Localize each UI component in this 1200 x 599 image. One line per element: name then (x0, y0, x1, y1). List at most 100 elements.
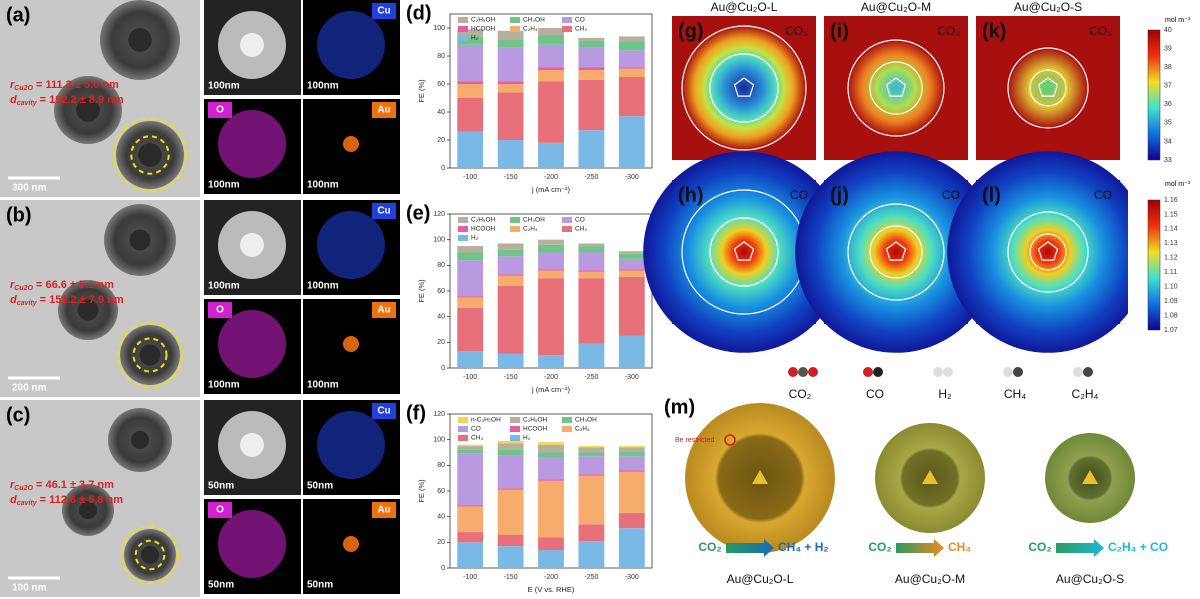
bar-segment (538, 550, 564, 568)
legend-swatch (458, 35, 468, 41)
element-label: O (216, 505, 224, 516)
bar-segment (497, 353, 524, 368)
eds-particle (343, 536, 359, 552)
x-tick-label: -300 (625, 574, 639, 581)
legend-label: CH₄ (575, 226, 587, 233)
element-tag (372, 203, 396, 219)
legend-swatch (562, 217, 572, 223)
x-tick-label: -100 (463, 374, 477, 381)
bar-segment (457, 444, 484, 447)
legend-label: CH₄ (575, 26, 587, 33)
scale-label: 300 nm (12, 183, 47, 194)
bar-segment (538, 244, 564, 253)
divider (1128, 0, 1200, 370)
eds-particle (317, 411, 385, 479)
map-field (682, 26, 806, 150)
x-axis-label: j (mA cm⁻²) (531, 385, 571, 394)
legend-swatch (510, 435, 520, 441)
colorbar-tick-label: 36 (1164, 101, 1172, 108)
subscript: cavity (17, 100, 38, 107)
bar-segment (497, 30, 524, 40)
colorbar-tick-label: 40 (1164, 27, 1172, 34)
molecule-label: C₂H₄ (1072, 387, 1099, 401)
element-tag (208, 302, 232, 318)
core (1037, 77, 1059, 97)
y-tick-label: 60 (437, 288, 445, 295)
ring (869, 61, 923, 115)
eds-particle (218, 110, 286, 178)
legend-label: C₂H₄ (523, 26, 538, 33)
bar-segment (538, 81, 564, 143)
cavity (138, 143, 162, 167)
bar-segment (497, 455, 524, 489)
charts: (d) 0 20 40 60 80 100 FE (%) j (mA cm⁻²) -100 -150… (406, 2, 653, 594)
bar-segment (578, 271, 605, 279)
y-tick-label: 60 (437, 81, 445, 88)
bar-segment (457, 260, 484, 297)
colorbar-tick-label: 33 (1164, 157, 1172, 164)
au-core (922, 470, 938, 484)
map-field (795, 151, 997, 353)
ring (709, 53, 779, 123)
colorbar-tick-label: 1.08 (1164, 312, 1178, 319)
legend-label: CH₃OH (523, 17, 545, 24)
bar-segment (497, 256, 524, 275)
bar-segment (618, 258, 645, 270)
map-field (848, 40, 944, 136)
bar-segment (618, 335, 645, 368)
arrow (726, 539, 774, 557)
reactant: CO₂ (1028, 540, 1051, 554)
x-tick-label: -300 (625, 174, 639, 181)
legend-label: C₂H₄ (523, 226, 538, 233)
bar-segment (538, 67, 564, 70)
bar-segment (538, 479, 564, 481)
eds-scale-label: 50nm (208, 481, 234, 492)
product: CH₄ (948, 540, 971, 554)
bar-segment (578, 475, 605, 525)
atom (933, 367, 943, 377)
subscript: Cu2O (14, 285, 33, 292)
colorbar-unit: mol m⁻³ (1165, 17, 1191, 24)
outline (117, 322, 183, 388)
symbol: d (10, 494, 17, 506)
dimension: dcavity = 192.2 ± 8.9 nm (10, 94, 124, 107)
concentration-maps: Au@Cu₂O-L (g) CO₂ (h) CO Au@Cu₂O-M (i) CO₂ (j) CO… (643, 0, 1200, 370)
x-axis-label: E (V vs. RHE) (528, 585, 575, 594)
bar-segment (497, 243, 524, 250)
bar-segment (497, 84, 524, 93)
ring (1007, 211, 1089, 293)
cavity (128, 28, 152, 52)
legend-label: H₂ (471, 235, 479, 242)
colorbar-tick-label: 1.11 (1164, 269, 1177, 276)
bar-segment (497, 546, 524, 568)
x-tick-label: -250 (584, 374, 598, 381)
x-tick-label: -250 (584, 174, 598, 181)
bar-segment (457, 449, 484, 454)
bar-segment (457, 351, 484, 368)
bar-segment (457, 453, 484, 506)
bar-segment (538, 537, 564, 551)
y-tick-label: 20 (437, 137, 445, 144)
legend-label: C₂H₅OH (471, 217, 496, 224)
bar-segment (497, 489, 524, 535)
map-title: Au@Cu₂O-L (711, 0, 778, 14)
element-tag (372, 102, 396, 118)
legend-swatch (510, 417, 520, 423)
haadf-core (240, 433, 264, 457)
colorbar-tick-label: 34 (1164, 138, 1172, 145)
symbol: r (10, 279, 15, 291)
ring (869, 225, 923, 279)
element-tag (372, 502, 396, 518)
scale-label: 100 nm (12, 583, 47, 594)
y-tick-label: 100 (433, 237, 445, 244)
x-tick-label: -150 (504, 174, 518, 181)
colorbar-tick-label: 1.15 (1164, 211, 1178, 218)
legend-swatch (458, 235, 468, 241)
molecule-label: CH₄ (1004, 387, 1026, 401)
element-tag (372, 302, 396, 318)
eds-particle (317, 211, 385, 279)
legend-label: CO (575, 217, 585, 224)
bar-segment (457, 446, 484, 450)
cavity (129, 229, 151, 251)
atom (863, 367, 873, 377)
